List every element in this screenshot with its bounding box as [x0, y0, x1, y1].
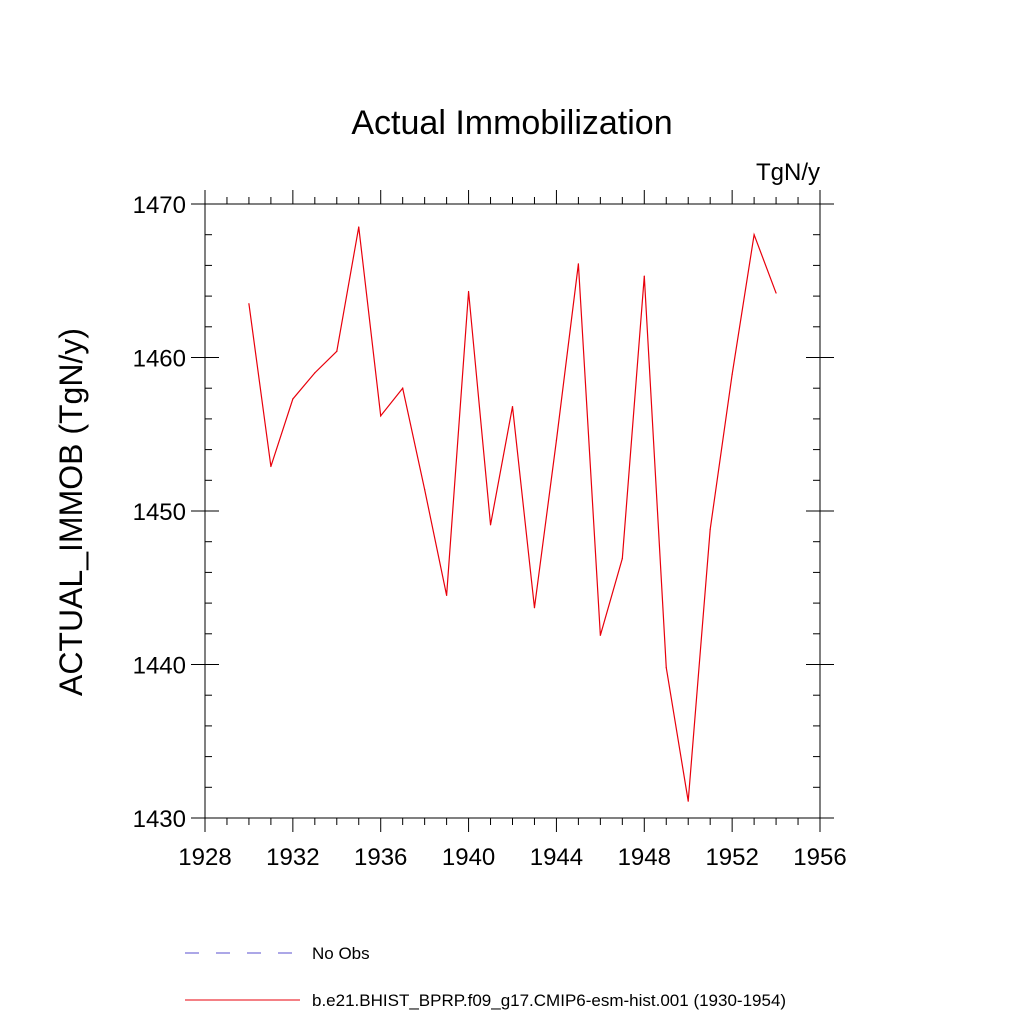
x-tick-label: 1936 — [354, 844, 407, 871]
data-point — [402, 387, 404, 389]
y-tick-label: 1460 — [133, 346, 186, 373]
data-point — [643, 275, 645, 277]
series-layer — [248, 226, 777, 802]
data-point — [336, 350, 338, 352]
axis-ticks: 1928 1932 1936 1940 1944 1948 1952 1956 1430 1440… — [133, 190, 847, 871]
y-tick-label: 1440 — [133, 653, 186, 680]
plot-frame — [204, 203, 821, 819]
data-point — [665, 666, 667, 669]
data-point — [775, 292, 777, 294]
units-label: TgN/y — [756, 159, 820, 186]
x-tick-label: 1956 — [793, 844, 846, 871]
y-tick-label: 1430 — [133, 806, 186, 833]
data-point — [753, 234, 755, 236]
data-point — [314, 372, 316, 374]
data-point — [424, 488, 426, 491]
data-point — [599, 634, 601, 636]
data-point — [248, 303, 250, 305]
y-tick-label: 1470 — [133, 192, 186, 219]
data-point — [577, 263, 579, 265]
data-point — [467, 290, 470, 293]
data-point — [270, 465, 272, 468]
series-line-0 — [248, 226, 777, 802]
data-point — [709, 528, 711, 531]
x-tick-label: 1932 — [266, 844, 319, 871]
chart-title: Actual Immobilization — [351, 104, 672, 142]
x-tick-label: 1948 — [618, 844, 671, 871]
data-point — [555, 439, 558, 441]
x-tick-label: 1952 — [705, 844, 758, 871]
data-point — [292, 398, 294, 400]
data-point — [489, 524, 492, 526]
data-point — [380, 415, 382, 417]
y-tick-label: 1450 — [133, 499, 186, 526]
data-point — [731, 373, 733, 375]
data-point — [533, 607, 536, 609]
x-tick-label: 1944 — [530, 844, 583, 871]
legend: No Obs b.e21.BHIST_BPRP.f09_g17.CMIP6-esm… — [185, 944, 786, 1010]
legend-label-0: No Obs — [312, 944, 370, 963]
data-point — [446, 594, 448, 597]
data-point — [621, 557, 623, 560]
legend-label-1: b.e21.BHIST_BPRP.f09_g17.CMIP6-esm-hist.… — [312, 991, 786, 1010]
y-axis-label: ACTUAL_IMMOB (TgN/y) — [53, 328, 89, 696]
x-tick-label: 1928 — [178, 844, 231, 871]
data-point — [358, 226, 360, 228]
data-point — [511, 406, 514, 408]
x-tick-label: 1940 — [442, 844, 495, 871]
data-point — [687, 800, 689, 802]
